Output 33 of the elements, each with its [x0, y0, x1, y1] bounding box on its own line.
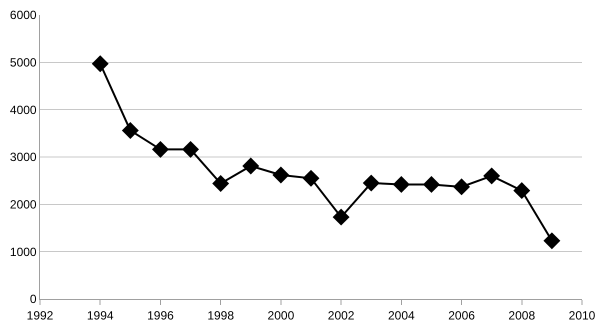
- point: [302, 170, 320, 187]
- x-tick-label: 1994: [86, 308, 114, 322]
- x-tick-label: 2010: [568, 308, 596, 322]
- y-tick-label: 2000: [10, 198, 37, 212]
- x-tick-label: 2000: [268, 308, 295, 322]
- y-tick-label: 6000: [10, 8, 37, 22]
- y-tick-label: 3000: [10, 150, 37, 164]
- x-tick-label: 2006: [448, 308, 476, 322]
- point: [152, 140, 169, 158]
- point: [212, 175, 230, 192]
- point: [513, 182, 530, 200]
- point: [92, 55, 109, 72]
- y-tick-label: 1000: [10, 244, 37, 259]
- y-tick-label: 5000: [10, 56, 37, 70]
- point: [272, 166, 290, 184]
- y-tick-label: 4000: [10, 102, 37, 117]
- point: [332, 208, 350, 226]
- x-tick-label: 1996: [147, 308, 174, 322]
- point: [453, 178, 470, 196]
- point: [483, 167, 500, 184]
- x-tick-label: 2004: [388, 308, 415, 322]
- point: [422, 176, 440, 193]
- x-tick-label: 2002: [328, 308, 355, 322]
- x-tick-label: 1992: [26, 308, 54, 322]
- x-tick-label: 2008: [508, 308, 536, 322]
- point: [182, 140, 200, 158]
- point: [543, 232, 560, 250]
- x-tick-label: 1998: [207, 308, 234, 322]
- point: [122, 122, 139, 139]
- point: [392, 176, 410, 193]
- point: [362, 174, 380, 192]
- point: [242, 158, 260, 174]
- y-tick-label: 0: [30, 292, 37, 306]
